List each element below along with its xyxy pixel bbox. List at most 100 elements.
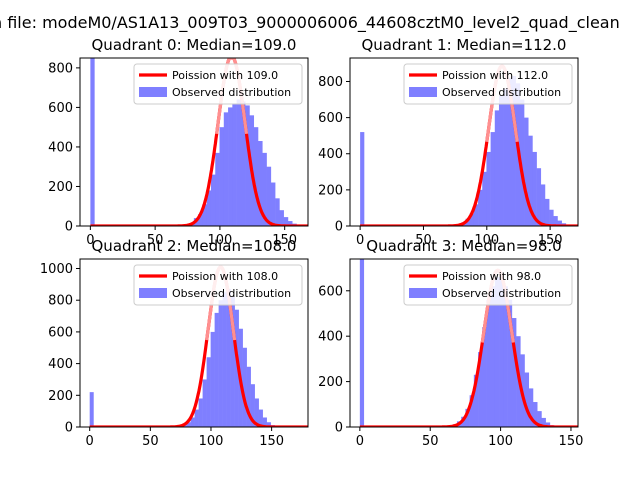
x-tick-label: 150 <box>559 434 584 449</box>
x-tick-label: 100 <box>488 434 513 449</box>
hist-bar <box>490 286 496 427</box>
figure-title: n file: modeM0/AS1A13_009T03_9000006006_… <box>0 13 620 33</box>
x-tick-label: 50 <box>415 233 432 248</box>
hist-bar <box>215 152 220 226</box>
hist-bar <box>511 318 517 427</box>
legend: Poission with 112.0 Observed distribution <box>403 63 573 105</box>
legend-box <box>133 63 303 105</box>
hist-bar <box>186 422 191 427</box>
panel-quadrant-3: 0 50 100 150 0 200 400 600 Quadrant 3: Median=98… <box>318 237 583 449</box>
legend-patch-observed <box>409 87 437 97</box>
hist-bar <box>524 117 529 226</box>
y-tick-label: 200 <box>318 375 343 390</box>
y-tick-label: 1000 <box>40 262 73 277</box>
panel-title: Quadrant 0: Median=109.0 <box>92 36 297 54</box>
hist-bar <box>258 409 263 427</box>
hist-bar <box>230 297 235 427</box>
y-tick-label: 400 <box>318 147 343 162</box>
hist-bar <box>511 76 516 226</box>
hist-bar <box>194 409 199 427</box>
plot-area <box>89 58 308 226</box>
x-tick-label: 0 <box>86 434 94 449</box>
hist-bar <box>503 286 508 427</box>
hist-bar <box>279 210 284 226</box>
hist-bar <box>266 422 271 427</box>
hist-bar <box>262 417 267 427</box>
y-tick-label: 200 <box>318 183 343 198</box>
y-tick-label: 800 <box>48 294 73 309</box>
hist-bar <box>486 151 491 226</box>
hist-bar <box>270 182 276 226</box>
hist-bar <box>544 198 550 226</box>
x-tick-label: 0 <box>356 233 364 248</box>
y-tick-label: 600 <box>318 111 343 126</box>
x-tick-label: 150 <box>259 434 284 449</box>
poisson-curve <box>359 268 578 427</box>
panel-quadrant-2: 0 50 100 150 0 200 400 600 800 1000 Quadrant 2: Me… <box>40 237 309 449</box>
hist-bar <box>253 127 259 226</box>
poisson-curve <box>88 265 308 427</box>
y-tick-label: 400 <box>48 140 73 155</box>
hist-bar <box>240 101 246 226</box>
hist-bar <box>519 99 525 226</box>
legend: Poission with 109.0 Observed distribution <box>133 63 303 105</box>
hist-bar <box>503 88 508 226</box>
hist-bar <box>236 99 242 226</box>
hist-bar <box>494 277 500 427</box>
hist-bar-zero <box>89 392 94 427</box>
x-tick-label: 0 <box>356 434 364 449</box>
axes-frame <box>79 57 309 227</box>
hist-bar <box>245 105 250 226</box>
hist-bar <box>214 312 219 427</box>
hist-bar <box>254 398 259 427</box>
hist-bar <box>540 184 546 226</box>
axes-frame <box>349 57 579 227</box>
hist-bar <box>507 77 512 226</box>
legend-label-poisson: Poission with 98.0 <box>442 270 541 283</box>
panel-quadrant-1: 0 50 100 150 0 200 400 600 800 Quadrant 1: Median… <box>318 36 579 248</box>
hist-bar <box>482 171 487 226</box>
x-tick-label: 50 <box>147 233 164 248</box>
y-tick-label: 0 <box>335 421 343 436</box>
y-tick-label: 0 <box>65 421 73 436</box>
hist-bar <box>541 417 546 427</box>
hist-bar <box>498 95 504 226</box>
hist-bar <box>222 292 227 427</box>
hist-bar <box>226 289 231 427</box>
legend-label-observed: Observed distribution <box>442 86 561 99</box>
legend-box <box>403 264 573 306</box>
hist-bar <box>557 220 562 226</box>
hist-bar <box>246 366 251 427</box>
legend-label-observed: Observed distribution <box>172 86 291 99</box>
legend-label-poisson: Poission with 109.0 <box>172 69 278 82</box>
poisson-curve <box>359 64 578 226</box>
hist-bar <box>210 174 216 226</box>
hist-bar <box>223 112 229 226</box>
hist-bar <box>242 347 247 427</box>
y-tick-label: 200 <box>48 180 73 195</box>
hist-bar <box>234 309 239 427</box>
hist-bar <box>198 398 203 427</box>
hist-bar <box>528 135 533 226</box>
legend-label-poisson: Poission with 108.0 <box>172 270 278 283</box>
panels: 0 50 100 150 0 200 400 600 800 Quadrant 0: Median… <box>40 36 583 449</box>
hist-bar <box>266 166 272 226</box>
hist-bar <box>465 218 470 226</box>
panel-title: Quadrant 1: Median=112.0 <box>362 36 567 54</box>
hist-bar <box>262 152 267 226</box>
hist-bar <box>198 214 203 226</box>
hist-bar-zero <box>90 58 95 226</box>
hist-bar <box>287 221 293 226</box>
hist-bar <box>473 374 479 427</box>
legend: Poission with 108.0 Observed distribution <box>133 264 303 306</box>
hist-bar <box>202 204 207 226</box>
hist-bar <box>494 110 500 226</box>
x-tick-label: 0 <box>86 233 94 248</box>
hist-bar-zero <box>360 132 365 226</box>
hist-bar <box>482 327 487 427</box>
y-tick-label: 0 <box>335 220 343 235</box>
plot-area <box>359 259 578 427</box>
x-tick-label: 50 <box>422 434 439 449</box>
hist-bar <box>232 103 237 226</box>
